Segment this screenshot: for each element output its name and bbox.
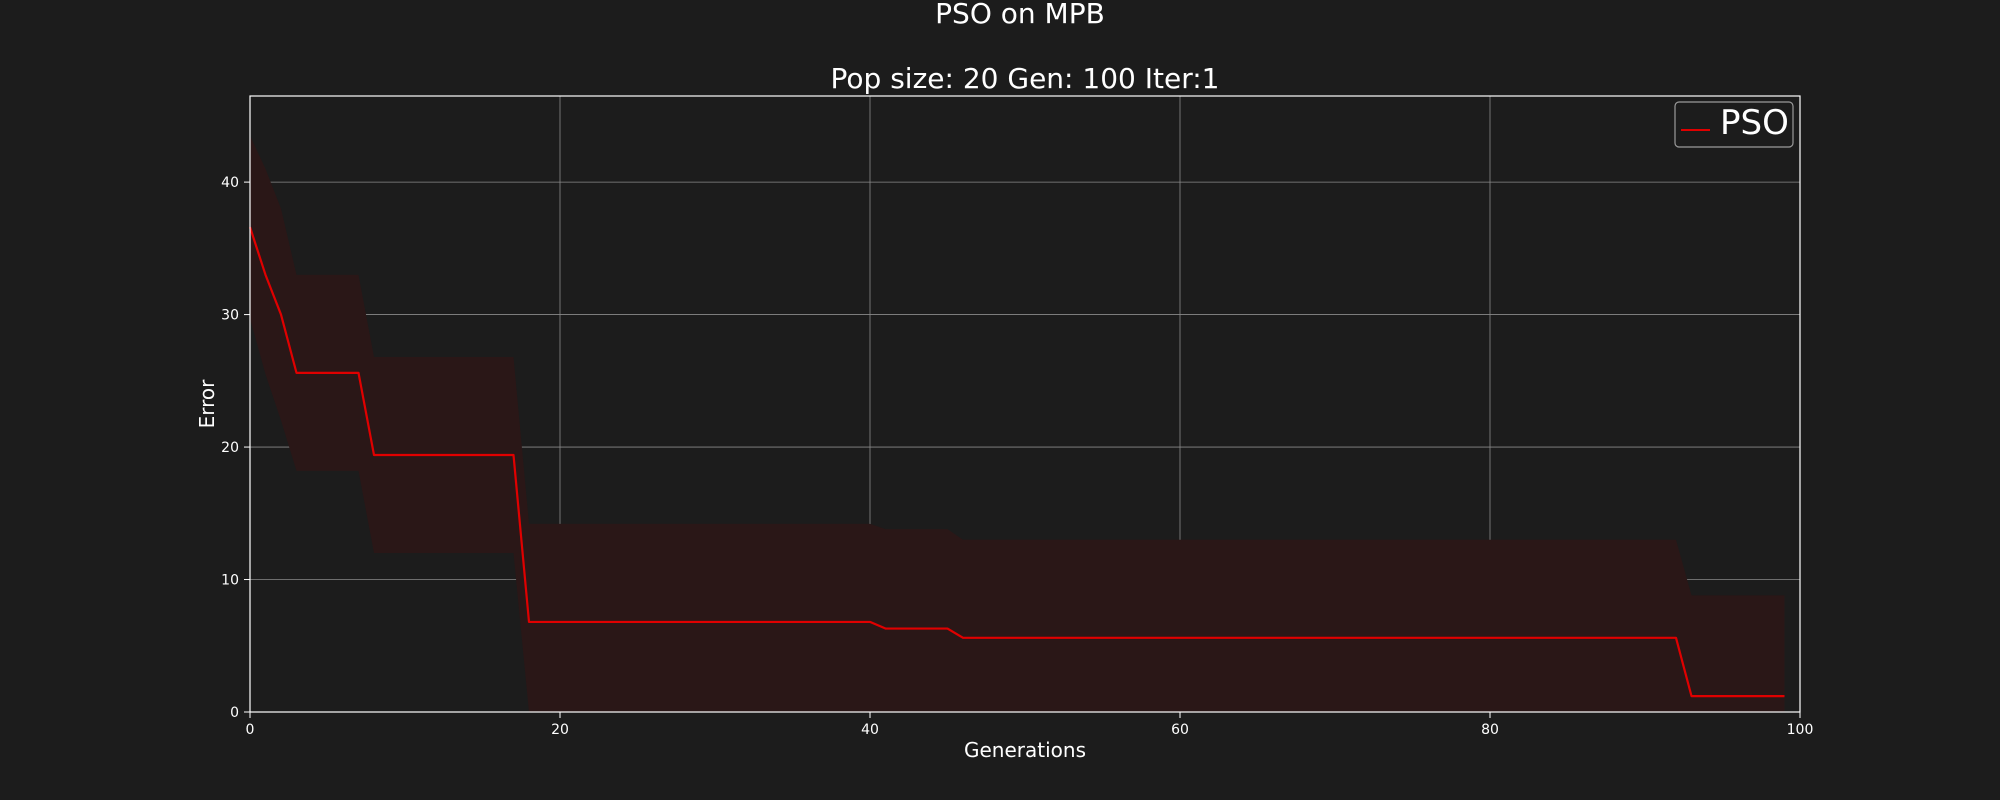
y-tick-label: 30 [221, 308, 239, 324]
chart-title: PSO on MPB [935, 0, 1105, 30]
x-tick-label: 100 [1787, 722, 1814, 738]
y-tick-label: 0 [230, 705, 239, 721]
legend-box [1674, 101, 1794, 148]
x-axis-ticks: 0 20 40 60 80 100 [246, 712, 1814, 738]
y-axis-ticks: 0 10 20 30 40 [221, 175, 250, 721]
chart-subtitle: Pop size: 20 Gen: 100 Iter:1 [831, 62, 1220, 95]
y-tick-label: 20 [221, 440, 239, 456]
legend: PSO [1674, 101, 1794, 148]
series-line [248, 226, 1785, 698]
x-tick-label: 20 [551, 722, 569, 738]
y-axis-label: Error [195, 379, 219, 429]
x-axis-label: Generations [964, 738, 1086, 762]
y-tick-label: 40 [221, 175, 239, 191]
x-tick-label: 60 [1171, 722, 1189, 738]
x-tick-label: 80 [1481, 722, 1499, 738]
error-band [250, 135, 1785, 712]
series-line-layer [248, 226, 1785, 698]
y-tick-label: 10 [221, 573, 239, 589]
x-tick-label: 0 [246, 722, 255, 738]
plot-frame [249, 95, 1801, 713]
legend-label-pso: PSO [1720, 103, 1789, 143]
x-tick-label: 40 [861, 722, 879, 738]
error-band-layer [250, 135, 1785, 712]
